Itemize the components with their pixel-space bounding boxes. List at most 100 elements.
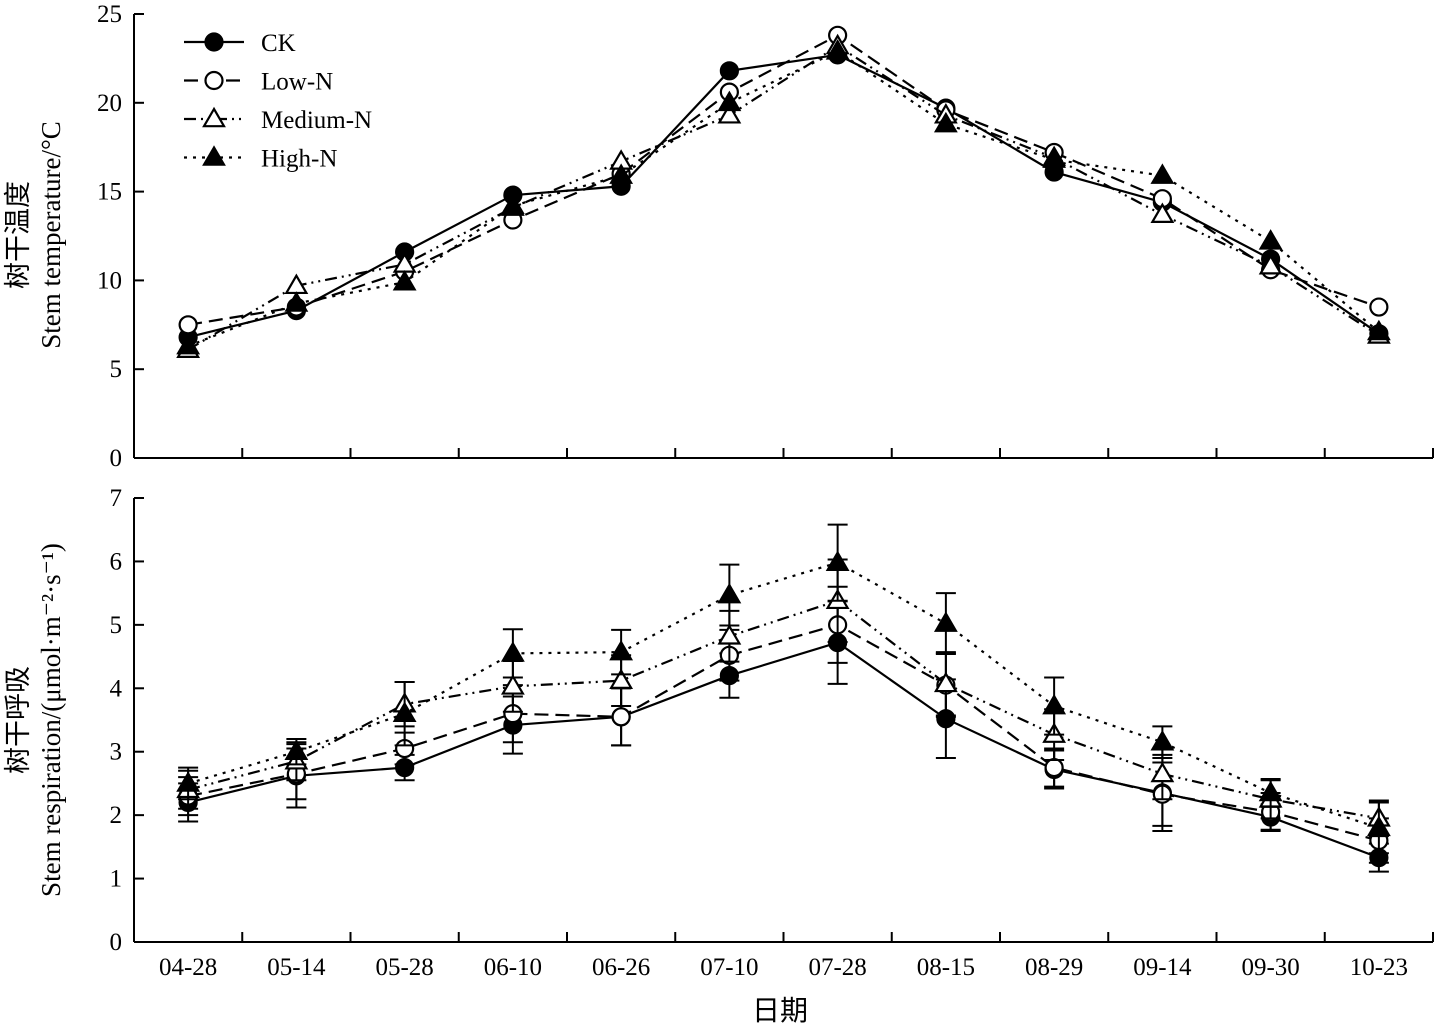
legend-item-high-n: High-N	[184, 145, 337, 173]
legend-label: Medium-N	[261, 107, 372, 134]
series-line-high-n	[187, 50, 1380, 348]
y-tick-label: 20	[97, 90, 122, 117]
series-low-n	[178, 25, 1389, 335]
y-tick-label: 7	[110, 485, 123, 512]
data-point	[500, 641, 525, 662]
legend-item-medium-n: Medium-N	[184, 106, 372, 134]
data-point	[825, 550, 850, 571]
data-point	[392, 269, 417, 291]
data-point	[1258, 254, 1283, 275]
data-point	[719, 61, 739, 81]
data-point	[609, 668, 634, 689]
series-medium-n	[176, 558, 1391, 838]
data-point	[176, 333, 201, 355]
x-tick-label: 07-10	[700, 954, 758, 981]
y-tick-label: 1	[110, 866, 123, 893]
data-point	[933, 611, 958, 632]
y-tick-label: 6	[110, 548, 123, 575]
data-point	[284, 739, 309, 761]
series-line-low-n	[187, 34, 1380, 326]
y-tick-label: 0	[110, 445, 123, 472]
y-tick-label: 5	[110, 356, 123, 383]
series-line-low-n	[187, 623, 1380, 842]
data-point	[609, 639, 634, 661]
series-high-n	[176, 39, 1391, 355]
data-point	[178, 315, 198, 335]
series-high-n	[176, 523, 1391, 855]
x-tick-label: 09-14	[1133, 954, 1192, 981]
x-tick-label: 09-30	[1241, 954, 1299, 981]
data-point	[1150, 202, 1175, 223]
legend: CK Low-N Medium-N High-N	[184, 30, 372, 173]
legend-label: CK	[261, 30, 296, 57]
series-low-n	[178, 585, 1389, 864]
legend-marker	[204, 70, 224, 91]
x-tick-label: 08-15	[917, 954, 975, 981]
data-point	[1044, 757, 1064, 778]
data-point	[717, 624, 742, 645]
series-line-ck	[187, 53, 1380, 339]
legend-item-ck: CK	[184, 30, 296, 57]
y-tick-label: 2	[110, 802, 123, 829]
series-line-medium-n	[187, 44, 1380, 351]
x-axis-label: 日期	[752, 996, 808, 1027]
data-point	[1042, 693, 1067, 715]
data-point	[500, 674, 525, 695]
x-tick-label: 07-28	[808, 954, 866, 981]
x-tick-label: 08-29	[1025, 954, 1083, 981]
stem-temperature-ylabel: Stem temperature/°C	[36, 121, 66, 348]
stem-respiration-panel: 树干呼吸 Stem respiration/(μmol·m⁻²·s⁻¹) 日期 …	[3, 485, 1434, 1027]
legend-marker	[204, 32, 224, 52]
data-point	[1042, 147, 1067, 168]
data-point	[717, 582, 742, 604]
data-point	[717, 90, 742, 112]
data-point	[933, 111, 958, 133]
data-point	[609, 163, 634, 184]
data-point	[1258, 229, 1283, 250]
series-medium-n	[176, 33, 1391, 358]
data-point	[611, 707, 631, 727]
legend-marker	[202, 106, 226, 128]
legend-marker	[202, 145, 226, 166]
stem-respiration-ylabel: Stem respiration/(μmol·m⁻²·s⁻¹)	[36, 543, 66, 897]
x-tick-label: 06-10	[484, 954, 542, 981]
x-tick-label: 04-28	[159, 954, 217, 981]
data-point	[1369, 297, 1389, 317]
data-point	[392, 701, 417, 722]
legend-label: High-N	[261, 146, 337, 173]
stem-temperature-panel: 树干温度 Stem temperature/°C 0 5 10 15 20 25 CK Low…	[3, 1, 1434, 472]
stem-temperature-ylabel-cn: 树干温度	[3, 181, 33, 289]
data-point	[1150, 730, 1175, 751]
y-tick-label: 5	[110, 612, 123, 639]
series-line-medium-n	[187, 599, 1380, 820]
y-tick-label: 25	[97, 1, 122, 28]
y-tick-label: 0	[110, 929, 123, 956]
y-tick-label: 10	[97, 267, 122, 294]
series-line-ck	[187, 641, 1380, 859]
data-point	[1150, 163, 1175, 184]
series-ck	[178, 45, 1389, 347]
data-point	[284, 291, 309, 312]
data-point	[933, 671, 958, 693]
y-tick-label: 3	[110, 739, 123, 766]
data-point	[176, 771, 201, 792]
data-point	[500, 193, 525, 215]
x-tick-label: 05-28	[375, 954, 433, 981]
legend-label: Low-N	[261, 69, 333, 96]
legend-item-low-n: Low-N	[184, 69, 333, 96]
data-point	[1150, 761, 1175, 783]
data-point	[1366, 815, 1391, 837]
series-ck	[178, 600, 1389, 873]
x-tick-label: 05-14	[267, 954, 326, 981]
series-line-high-n	[187, 561, 1380, 829]
data-point	[1258, 780, 1283, 802]
data-point	[717, 103, 742, 124]
x-tick-label: 10-23	[1350, 954, 1408, 981]
stem-respiration-ylabel-cn: 树干呼吸	[3, 666, 33, 774]
x-tick-label: 06-26	[592, 954, 650, 981]
data-point	[1366, 319, 1391, 341]
data-point	[825, 39, 850, 60]
y-tick-label: 15	[97, 179, 122, 206]
